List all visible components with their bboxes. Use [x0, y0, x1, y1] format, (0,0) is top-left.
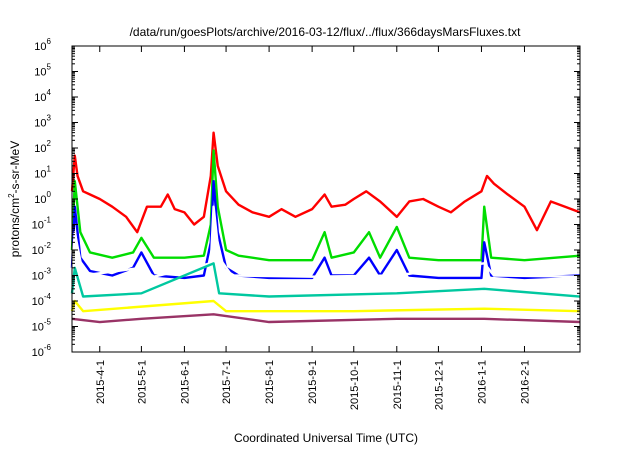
y-tick-exponent: 0	[47, 190, 52, 199]
y-tick-label: 101	[34, 165, 51, 181]
y-tick-base: 10	[34, 143, 46, 155]
y-tick-label: 104	[34, 88, 51, 104]
y-tick-base: 10	[32, 322, 44, 334]
y-tick-label: 10-3	[32, 267, 52, 283]
x-tick-label: 2015-6-1	[179, 360, 191, 404]
x-tick-label: 2015-7-1	[221, 360, 233, 404]
y-axis-label-prefix: protons/cm	[8, 198, 22, 257]
series-layer	[70, 131, 581, 324]
x-tick-label: 2015-12-1	[433, 360, 445, 410]
x-tick-label: 2015-9-1	[307, 360, 319, 404]
series-line-7	[71, 313, 581, 324]
y-tick-label: 106	[34, 37, 51, 53]
y-tick-exponent: -1	[44, 216, 52, 225]
y-tick-exponent: 4	[47, 88, 52, 97]
chart-title: /data/run/goesPlots/archive/2016-03-12/f…	[130, 25, 522, 39]
y-tick-base: 10	[34, 194, 46, 206]
y-tick-exponent: 2	[47, 139, 52, 148]
y-tick-base: 10	[32, 296, 44, 308]
y-tick-base: 10	[34, 118, 46, 130]
series-line-6	[70, 299, 581, 313]
y-tick-label: 10-5	[32, 318, 52, 334]
y-tick-base: 10	[34, 67, 46, 79]
x-axis-label: Coordinated Universal Time (UTC)	[234, 431, 418, 445]
y-tick-base: 10	[32, 347, 44, 359]
y-tick-exponent: -6	[44, 343, 52, 352]
y-tick-base: 10	[32, 271, 44, 283]
y-axis-label-sup: 2	[7, 193, 16, 198]
plot-frame	[71, 45, 581, 353]
x-axis-ticks: 2015-4-1 2015-5-1 2015-6-1 2015-7-1 2015-8-1…	[95, 46, 531, 410]
y-tick-label: 103	[34, 114, 51, 130]
y-tick-exponent: 6	[47, 37, 52, 46]
y-tick-label: 102	[34, 139, 51, 155]
x-tick-label: 2015-4-1	[95, 360, 107, 404]
y-axis-label-suffix: -s-sr-MeV	[8, 141, 22, 194]
y-tick-exponent: -3	[44, 267, 52, 276]
y-tick-base: 10	[34, 169, 46, 181]
y-tick-label: 10-4	[32, 292, 52, 308]
y-tick-label: 10-1	[32, 216, 52, 232]
y-tick-base: 10	[32, 220, 44, 232]
x-tick-label: 2016-1-1	[476, 360, 488, 404]
y-tick-label: 10-6	[32, 343, 52, 359]
x-tick-label: 2016-2-1	[519, 360, 531, 404]
y-tick-exponent: -4	[44, 292, 52, 301]
y-tick-exponent: -2	[44, 241, 52, 250]
y-tick-base: 10	[34, 92, 46, 104]
y-axis-ticks: 10-610-510-410-310-210-11001011021031041…	[32, 37, 580, 359]
y-tick-exponent: -5	[44, 318, 52, 327]
y-tick-label: 100	[34, 190, 51, 206]
y-tick-exponent: 5	[47, 63, 52, 72]
x-tick-label: 2015-8-1	[264, 360, 276, 404]
series-line-5	[70, 262, 581, 298]
series-line-4	[70, 205, 581, 278]
y-tick-exponent: 3	[47, 114, 52, 123]
series-line-2	[70, 149, 581, 262]
y-axis-label: protons/cm2-s-sr-MeV	[7, 141, 22, 257]
y-tick-label: 105	[34, 63, 51, 79]
y-tick-base: 10	[32, 245, 44, 257]
x-tick-label: 2015-10-1	[349, 360, 361, 410]
series-line-1	[70, 131, 581, 234]
y-tick-base: 10	[34, 41, 46, 53]
y-tick-exponent: 1	[47, 165, 52, 174]
x-tick-label: 2015-5-1	[136, 360, 148, 404]
x-tick-label: 2015-11-1	[392, 360, 404, 409]
y-tick-label: 10-2	[32, 241, 52, 257]
